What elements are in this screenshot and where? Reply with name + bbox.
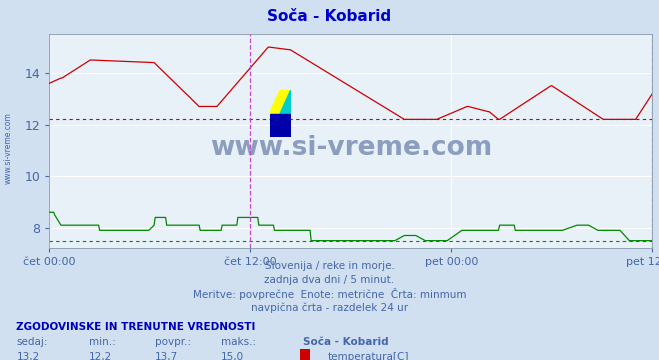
Text: www.si-vreme.com: www.si-vreme.com [4, 112, 13, 184]
Polygon shape [270, 90, 291, 114]
Text: zadnja dva dni / 5 minut.: zadnja dva dni / 5 minut. [264, 275, 395, 285]
Bar [270, 114, 291, 137]
Text: min.:: min.: [89, 337, 116, 347]
Text: 13,7: 13,7 [155, 352, 178, 360]
Text: Soča - Kobarid: Soča - Kobarid [303, 337, 389, 347]
Text: Soča - Kobarid: Soča - Kobarid [268, 9, 391, 24]
Text: temperatura[C]: temperatura[C] [328, 352, 410, 360]
Text: sedaj:: sedaj: [16, 337, 48, 347]
Text: 13,2: 13,2 [16, 352, 40, 360]
Text: Slovenija / reke in morje.: Slovenija / reke in morje. [264, 261, 395, 271]
Text: maks.:: maks.: [221, 337, 256, 347]
Text: navpična črta - razdelek 24 ur: navpična črta - razdelek 24 ur [251, 302, 408, 312]
Text: ZGODOVINSKE IN TRENUTNE VREDNOSTI: ZGODOVINSKE IN TRENUTNE VREDNOSTI [16, 322, 256, 332]
Polygon shape [280, 90, 291, 114]
Text: www.si-vreme.com: www.si-vreme.com [210, 135, 492, 161]
Text: povpr.:: povpr.: [155, 337, 191, 347]
Text: 12,2: 12,2 [89, 352, 112, 360]
Text: 15,0: 15,0 [221, 352, 244, 360]
Text: Meritve: povprečne  Enote: metrične  Črta: minmum: Meritve: povprečne Enote: metrične Črta:… [192, 288, 467, 300]
